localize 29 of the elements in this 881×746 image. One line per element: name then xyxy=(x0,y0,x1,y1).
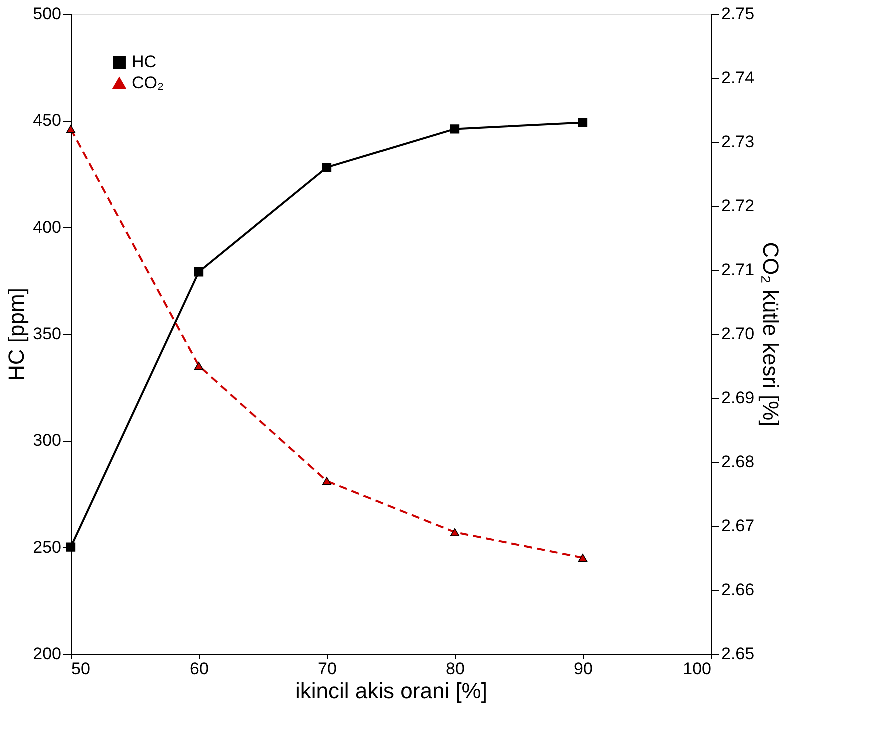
y-tick-label: 500 xyxy=(33,4,62,24)
y-tick-label: 350 xyxy=(33,324,62,344)
y2-tick-label: 2.66 xyxy=(722,580,755,600)
x-tick-label: 60 xyxy=(190,660,209,678)
x-tick-label: 70 xyxy=(318,660,337,678)
y-tick-label: 250 xyxy=(33,538,62,557)
y-tick-label: 400 xyxy=(33,218,62,237)
x-tick-label: 50 xyxy=(72,660,90,678)
legend-label: CO₂ xyxy=(132,74,164,92)
y2-tick-label: 2.68 xyxy=(722,452,755,472)
y2-tick-label: 2.74 xyxy=(722,68,755,88)
y-tick-label: 300 xyxy=(33,431,62,450)
y-tick-label: 200 xyxy=(33,644,62,664)
y2-tick-label: 2.69 xyxy=(722,388,755,408)
x-tick-label: 90 xyxy=(574,660,593,678)
y2-tick-label: 2.70 xyxy=(722,324,755,344)
y2-axis-title: CO₂ kütle kesri [%] xyxy=(758,242,784,427)
legend-label: HC xyxy=(132,52,157,72)
y2-tick-label: 2.73 xyxy=(722,132,755,152)
x-tick-label: 100 xyxy=(683,660,712,678)
y2-tick-label: 2.65 xyxy=(722,644,755,664)
y2-tick-label: 2.72 xyxy=(722,196,755,216)
x-tick-label: 80 xyxy=(446,660,465,678)
y-tick-label: 450 xyxy=(33,111,62,130)
y2-tick-label: 2.75 xyxy=(722,4,755,24)
y2-tick-label: 2.71 xyxy=(722,260,755,280)
x-axis-title: ikincil akis orani [%] xyxy=(296,678,488,704)
y-axis-title: HC [ppm] xyxy=(4,288,30,381)
y2-tick-label: 2.67 xyxy=(722,516,755,536)
